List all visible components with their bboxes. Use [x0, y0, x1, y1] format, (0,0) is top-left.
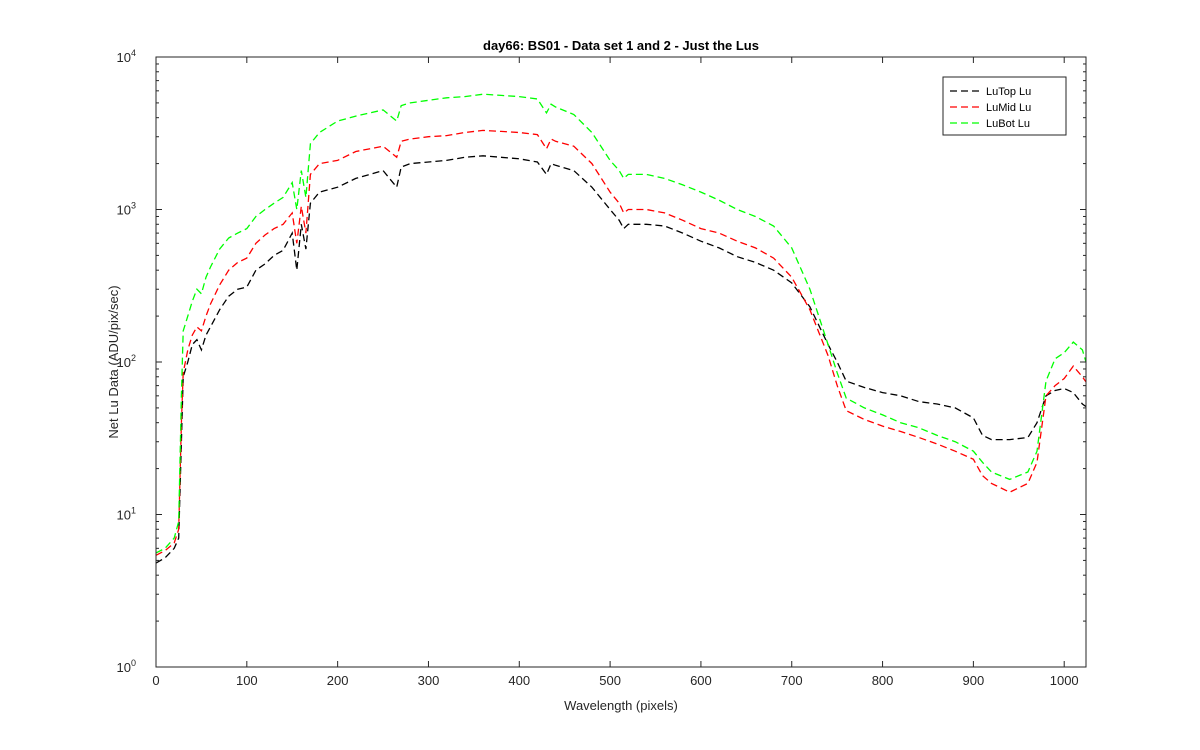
y-tick-label: 101: [117, 506, 136, 523]
x-tick-label: 300: [418, 673, 440, 688]
x-tick-label: 700: [781, 673, 803, 688]
x-tick-label: 1000: [1050, 673, 1079, 688]
series-line-3: [155, 93, 1087, 554]
y-tick-label: 102: [117, 353, 136, 370]
x-tick-label: 500: [599, 673, 621, 688]
x-tick-label: 100: [236, 673, 258, 688]
series-line-1: [155, 155, 1087, 564]
x-tick-label: 400: [508, 673, 530, 688]
x-axis-label: Wavelength (pixels): [564, 698, 678, 713]
series-line-2: [155, 129, 1087, 556]
y-tick-label: 100: [117, 658, 136, 675]
plot-area: [156, 57, 1086, 667]
x-tick-label: 200: [327, 673, 349, 688]
legend-label-1: LuTop Lu: [986, 86, 1031, 98]
x-tick-label: 900: [963, 673, 985, 688]
y-tick-label: 103: [117, 201, 136, 218]
ticks-layer: 0 100 200 300 400 500 600 700 800 900 1000 100 101 10…: [117, 48, 1086, 688]
y-axis-label: Net Lu Data (ADU/pix/sec): [106, 285, 121, 438]
y-tick-label: 104: [117, 48, 136, 65]
x-tick-label: 800: [872, 673, 894, 688]
chart-title: day66: BS01 - Data set 1 and 2 - Just th…: [483, 38, 759, 53]
series-layer: [155, 93, 1087, 564]
legend: LuTop Lu LuMid Lu LuBot Lu: [942, 76, 1067, 136]
legend-label-3: LuBot Lu: [986, 118, 1030, 130]
legend-box: [942, 76, 1067, 136]
x-tick-label: 600: [690, 673, 712, 688]
plot-frame: [155, 56, 1087, 668]
x-tick-label: 0: [152, 673, 159, 688]
legend-label-2: LuMid Lu: [986, 102, 1031, 114]
